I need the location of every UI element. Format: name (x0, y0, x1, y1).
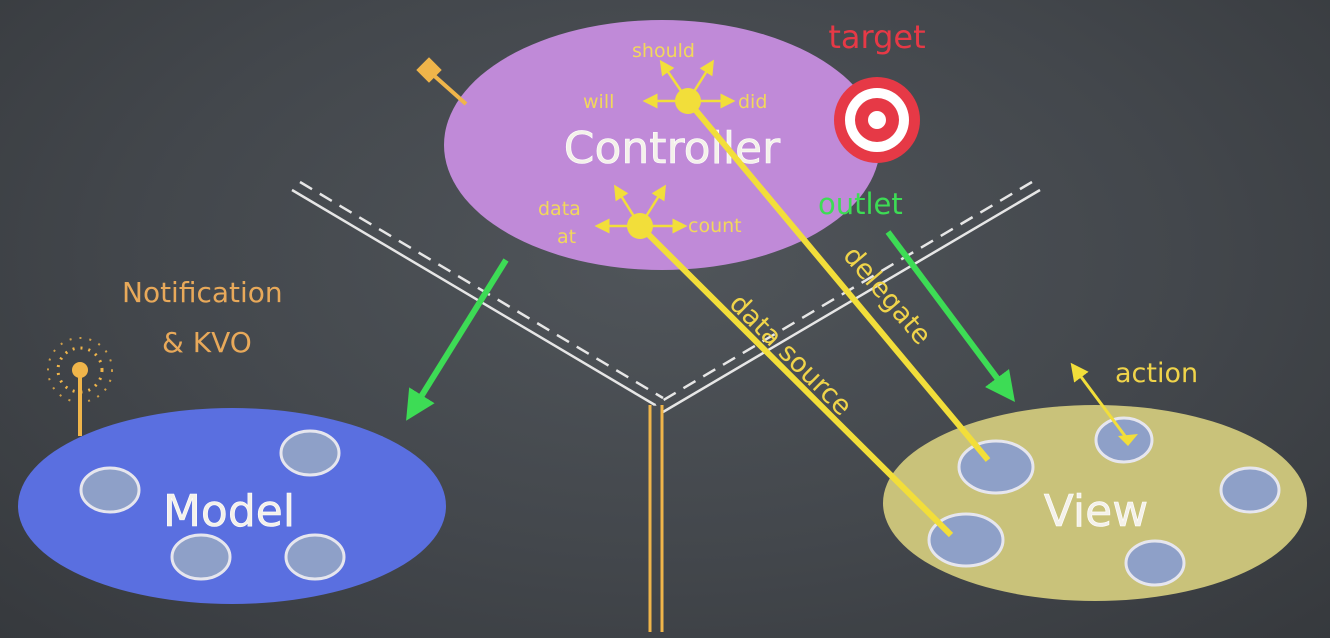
model-object (79, 466, 141, 514)
view-label: View (1044, 486, 1148, 537)
outlet-arrow (885, 230, 1015, 403)
model-object (170, 533, 232, 581)
model-object (284, 533, 346, 581)
notification-label: Notification (122, 276, 283, 309)
controller-to-model-arrow (406, 258, 509, 421)
outlet-label: outlet (818, 187, 903, 221)
action-arrow-tail (1118, 434, 1138, 446)
data-source-line (637, 223, 954, 538)
hook-count-label: count (688, 215, 742, 237)
model-label: Model (163, 486, 295, 537)
delegate-line (685, 99, 991, 462)
action-arrow (1070, 362, 1130, 441)
hook-at-label: at (557, 226, 576, 248)
controller-label: Controller (564, 123, 781, 174)
view-object (1124, 539, 1186, 587)
target-icon: target (828, 18, 926, 163)
target-label: target (828, 18, 925, 56)
hook-did-label: did (738, 91, 767, 113)
data-source-hook: data at count (538, 184, 742, 248)
view-object (927, 512, 1005, 568)
hook-data-label: data (538, 198, 581, 220)
view-node: View (883, 405, 1307, 601)
kvo-label: & KVO (162, 326, 252, 359)
hook-will-label: will (583, 91, 614, 113)
view-object (1219, 466, 1281, 514)
view-object (957, 439, 1035, 495)
radio-antenna-icon (47, 337, 113, 436)
hook-should-label: should (632, 40, 695, 62)
controller-connector-icon (416, 57, 468, 106)
model-node: Model (18, 408, 446, 604)
action-label: action (1115, 358, 1198, 389)
delegate-hook: should will did (583, 40, 767, 114)
model-object (279, 429, 341, 477)
